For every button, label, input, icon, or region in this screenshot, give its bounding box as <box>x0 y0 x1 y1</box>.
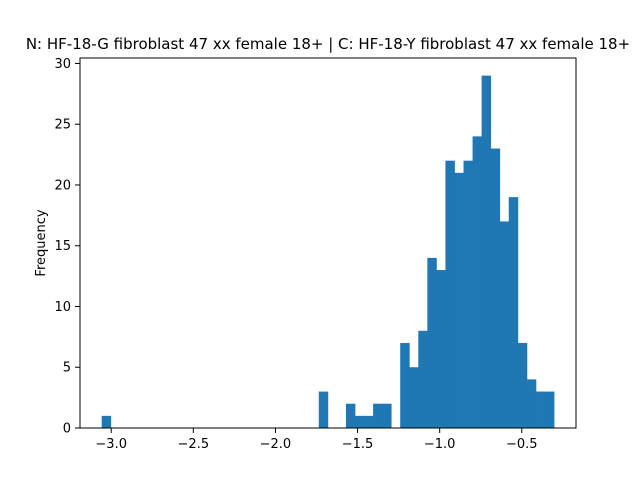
histogram-bar <box>535 391 546 428</box>
x-tick-label: −0.5 <box>506 437 538 452</box>
y-tick-label: 25 <box>54 118 71 133</box>
x-tick-label: −1.5 <box>342 437 374 452</box>
y-axis-label: Frequency <box>34 209 49 276</box>
histogram-bar <box>508 197 519 428</box>
y-tick-label: 20 <box>54 178 71 193</box>
histogram-bars <box>101 75 555 428</box>
x-tick-label: −2.5 <box>178 437 210 452</box>
histogram-bar <box>454 172 464 428</box>
histogram-bar <box>400 342 410 428</box>
chart-title: N: HF-18-G fibroblast 47 xx female 18+ |… <box>26 35 630 53</box>
histogram-bar <box>436 270 446 428</box>
plot-area-frame <box>79 57 577 429</box>
histogram-bar <box>445 160 455 428</box>
y-tick-label: 5 <box>63 361 71 376</box>
x-axis-ticks: −3.0 −2.5 −2.0 −1.5 −1.0 −0.5 <box>95 428 538 452</box>
y-axis-ticks: 0 5 10 15 20 25 30 <box>54 57 80 437</box>
histogram-bar <box>418 330 428 428</box>
histogram-bar <box>373 403 383 428</box>
histogram-bar <box>544 391 555 428</box>
histogram-bar <box>481 75 492 428</box>
histogram-bar <box>382 403 392 428</box>
histogram-bar <box>517 342 528 428</box>
histogram-bar <box>409 367 419 428</box>
x-tick-label: −1.0 <box>424 437 456 452</box>
histogram-bar <box>101 415 112 428</box>
x-tick-label: −3.0 <box>95 437 127 452</box>
y-tick-label: 10 <box>54 300 71 315</box>
y-tick-label: 30 <box>54 57 71 72</box>
histogram-bar <box>318 391 329 428</box>
x-tick-label: −2.0 <box>260 437 292 452</box>
histogram-bar <box>427 257 437 428</box>
histogram-bar <box>526 379 537 428</box>
y-tick-label: 0 <box>63 422 71 437</box>
histogram-bar <box>490 148 501 428</box>
histogram-bar <box>345 403 356 428</box>
histogram-bar <box>463 160 473 428</box>
histogram-bar <box>354 415 365 428</box>
histogram-bar <box>364 415 374 428</box>
y-tick-label: 15 <box>54 239 71 254</box>
histogram-bar <box>499 221 510 428</box>
histogram-bar <box>472 136 483 428</box>
